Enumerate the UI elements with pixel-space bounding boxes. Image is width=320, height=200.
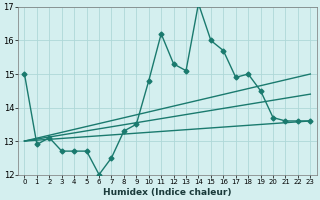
X-axis label: Humidex (Indice chaleur): Humidex (Indice chaleur) — [103, 188, 232, 197]
